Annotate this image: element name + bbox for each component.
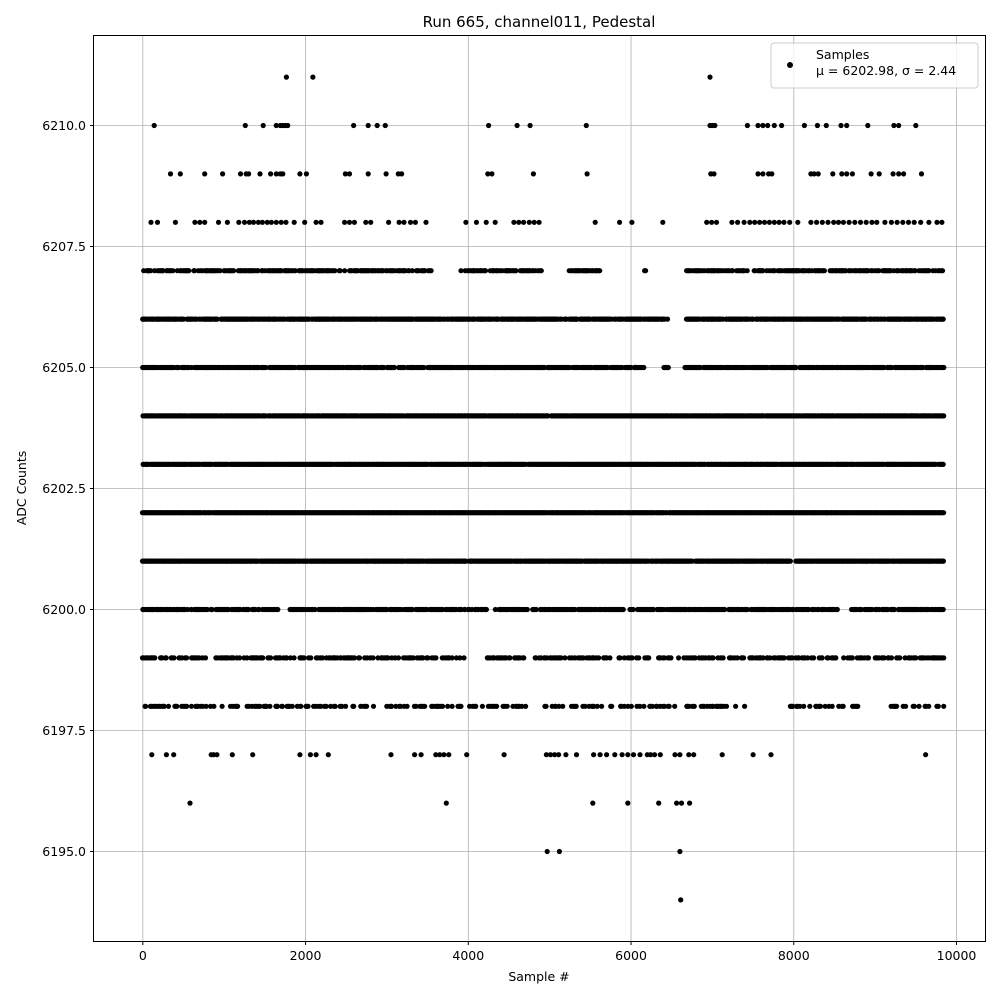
chart-title: Run 665, channel011, Pedestal	[423, 13, 656, 31]
data-point	[513, 268, 519, 274]
data-point	[926, 268, 932, 274]
data-point	[160, 268, 166, 274]
data-point	[391, 364, 397, 371]
data-point	[941, 510, 947, 516]
data-point	[665, 364, 671, 371]
data-point	[730, 268, 736, 274]
data-point	[643, 268, 649, 274]
data-point	[939, 268, 946, 274]
data-point	[912, 268, 918, 274]
data-point	[876, 268, 882, 274]
data-point	[941, 413, 947, 419]
data-point	[332, 268, 338, 274]
data-point	[217, 268, 223, 274]
data-point	[170, 268, 176, 274]
data-point	[409, 268, 415, 274]
data-point	[538, 268, 544, 274]
data-point	[263, 364, 269, 371]
data-point	[744, 268, 750, 274]
data-point	[482, 268, 489, 274]
data-point	[148, 268, 154, 274]
data-point	[787, 558, 794, 564]
data-point	[428, 268, 434, 274]
data-point	[191, 268, 198, 274]
data-point	[641, 364, 647, 371]
data-point	[337, 268, 343, 274]
data-point	[342, 268, 348, 274]
data-point	[664, 316, 671, 322]
data-point	[231, 268, 237, 274]
data-point	[940, 461, 946, 467]
data-point	[940, 316, 946, 322]
data-point	[760, 268, 766, 274]
data-point	[458, 268, 464, 274]
data-point	[209, 606, 215, 613]
data-point	[793, 364, 799, 371]
data-point	[292, 268, 298, 274]
data-point	[597, 268, 603, 274]
data-points	[139, 74, 947, 903]
data-point	[255, 268, 261, 274]
data-point	[421, 364, 427, 371]
data-point	[941, 364, 947, 371]
data-point	[821, 268, 828, 274]
data-point	[214, 316, 220, 322]
data-point	[940, 558, 947, 564]
data-point	[186, 268, 192, 274]
data-point	[204, 606, 210, 613]
